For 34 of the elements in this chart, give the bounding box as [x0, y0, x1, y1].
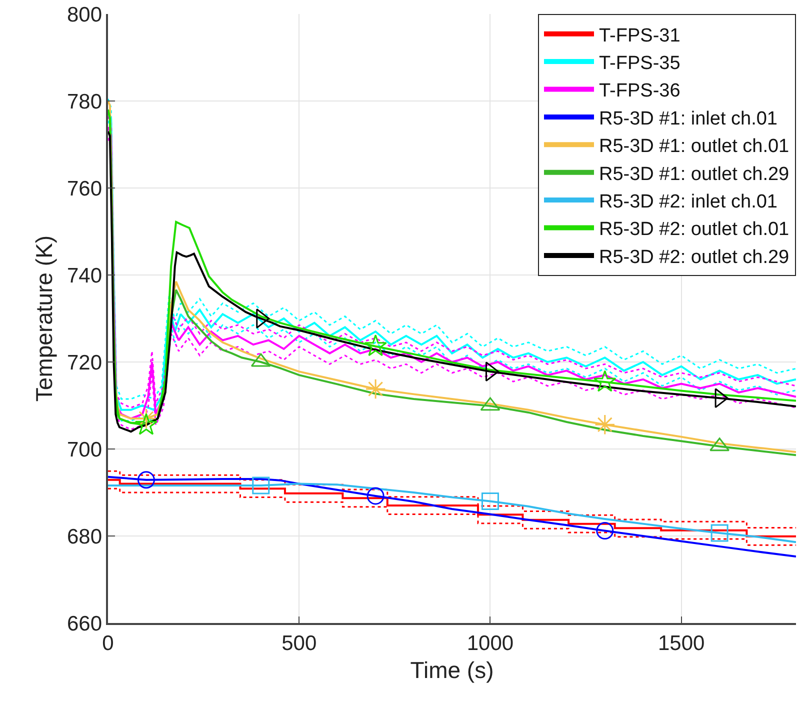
point: [481, 492, 499, 510]
y-tick-label: 740: [67, 264, 102, 288]
x-axis-title: Time (s): [410, 657, 494, 684]
legend-label: T-FPS-31: [599, 25, 680, 46]
y-tick-label: 720: [67, 351, 102, 374]
x-tick-label: 1500: [658, 632, 705, 655]
legend-label: R5-3D #1: inlet ch.01: [599, 108, 778, 130]
point: [594, 414, 616, 435]
point: [134, 413, 158, 435]
y-tick-label: 680: [67, 525, 102, 548]
legend-label: T-FPS-35: [599, 52, 680, 74]
x-tick-label: 500: [282, 632, 317, 655]
legend-label: R5-3D #2: outlet ch.29: [599, 246, 790, 268]
point: [252, 476, 270, 494]
y-tick-label: 760: [67, 177, 102, 200]
x-tick-label: 0: [102, 632, 114, 655]
point: [710, 524, 728, 542]
legend-label: R5-3D #2: inlet ch.01: [599, 191, 778, 212]
point: [366, 487, 384, 505]
point: [593, 370, 616, 392]
legend-label: T-FPS-36: [599, 80, 680, 102]
legend-label: R5-3D #1: outlet ch.01: [599, 136, 790, 158]
y-axis-title: Temperature (K): [30, 235, 57, 402]
point: [596, 522, 614, 540]
point: [137, 471, 155, 489]
x-tick-label: 1000: [466, 632, 514, 655]
y-tick-label: 700: [67, 438, 102, 462]
y-tick-label: 780: [67, 90, 102, 114]
point: [364, 334, 387, 356]
y-tick-label: 800: [67, 3, 102, 26]
y-tick-label: 660: [67, 612, 102, 636]
legend-label: R5-3D #2: outlet ch.01: [599, 219, 790, 240]
legend-label: R5-3D #1: outlet ch.29: [599, 164, 790, 185]
point: [365, 378, 386, 400]
